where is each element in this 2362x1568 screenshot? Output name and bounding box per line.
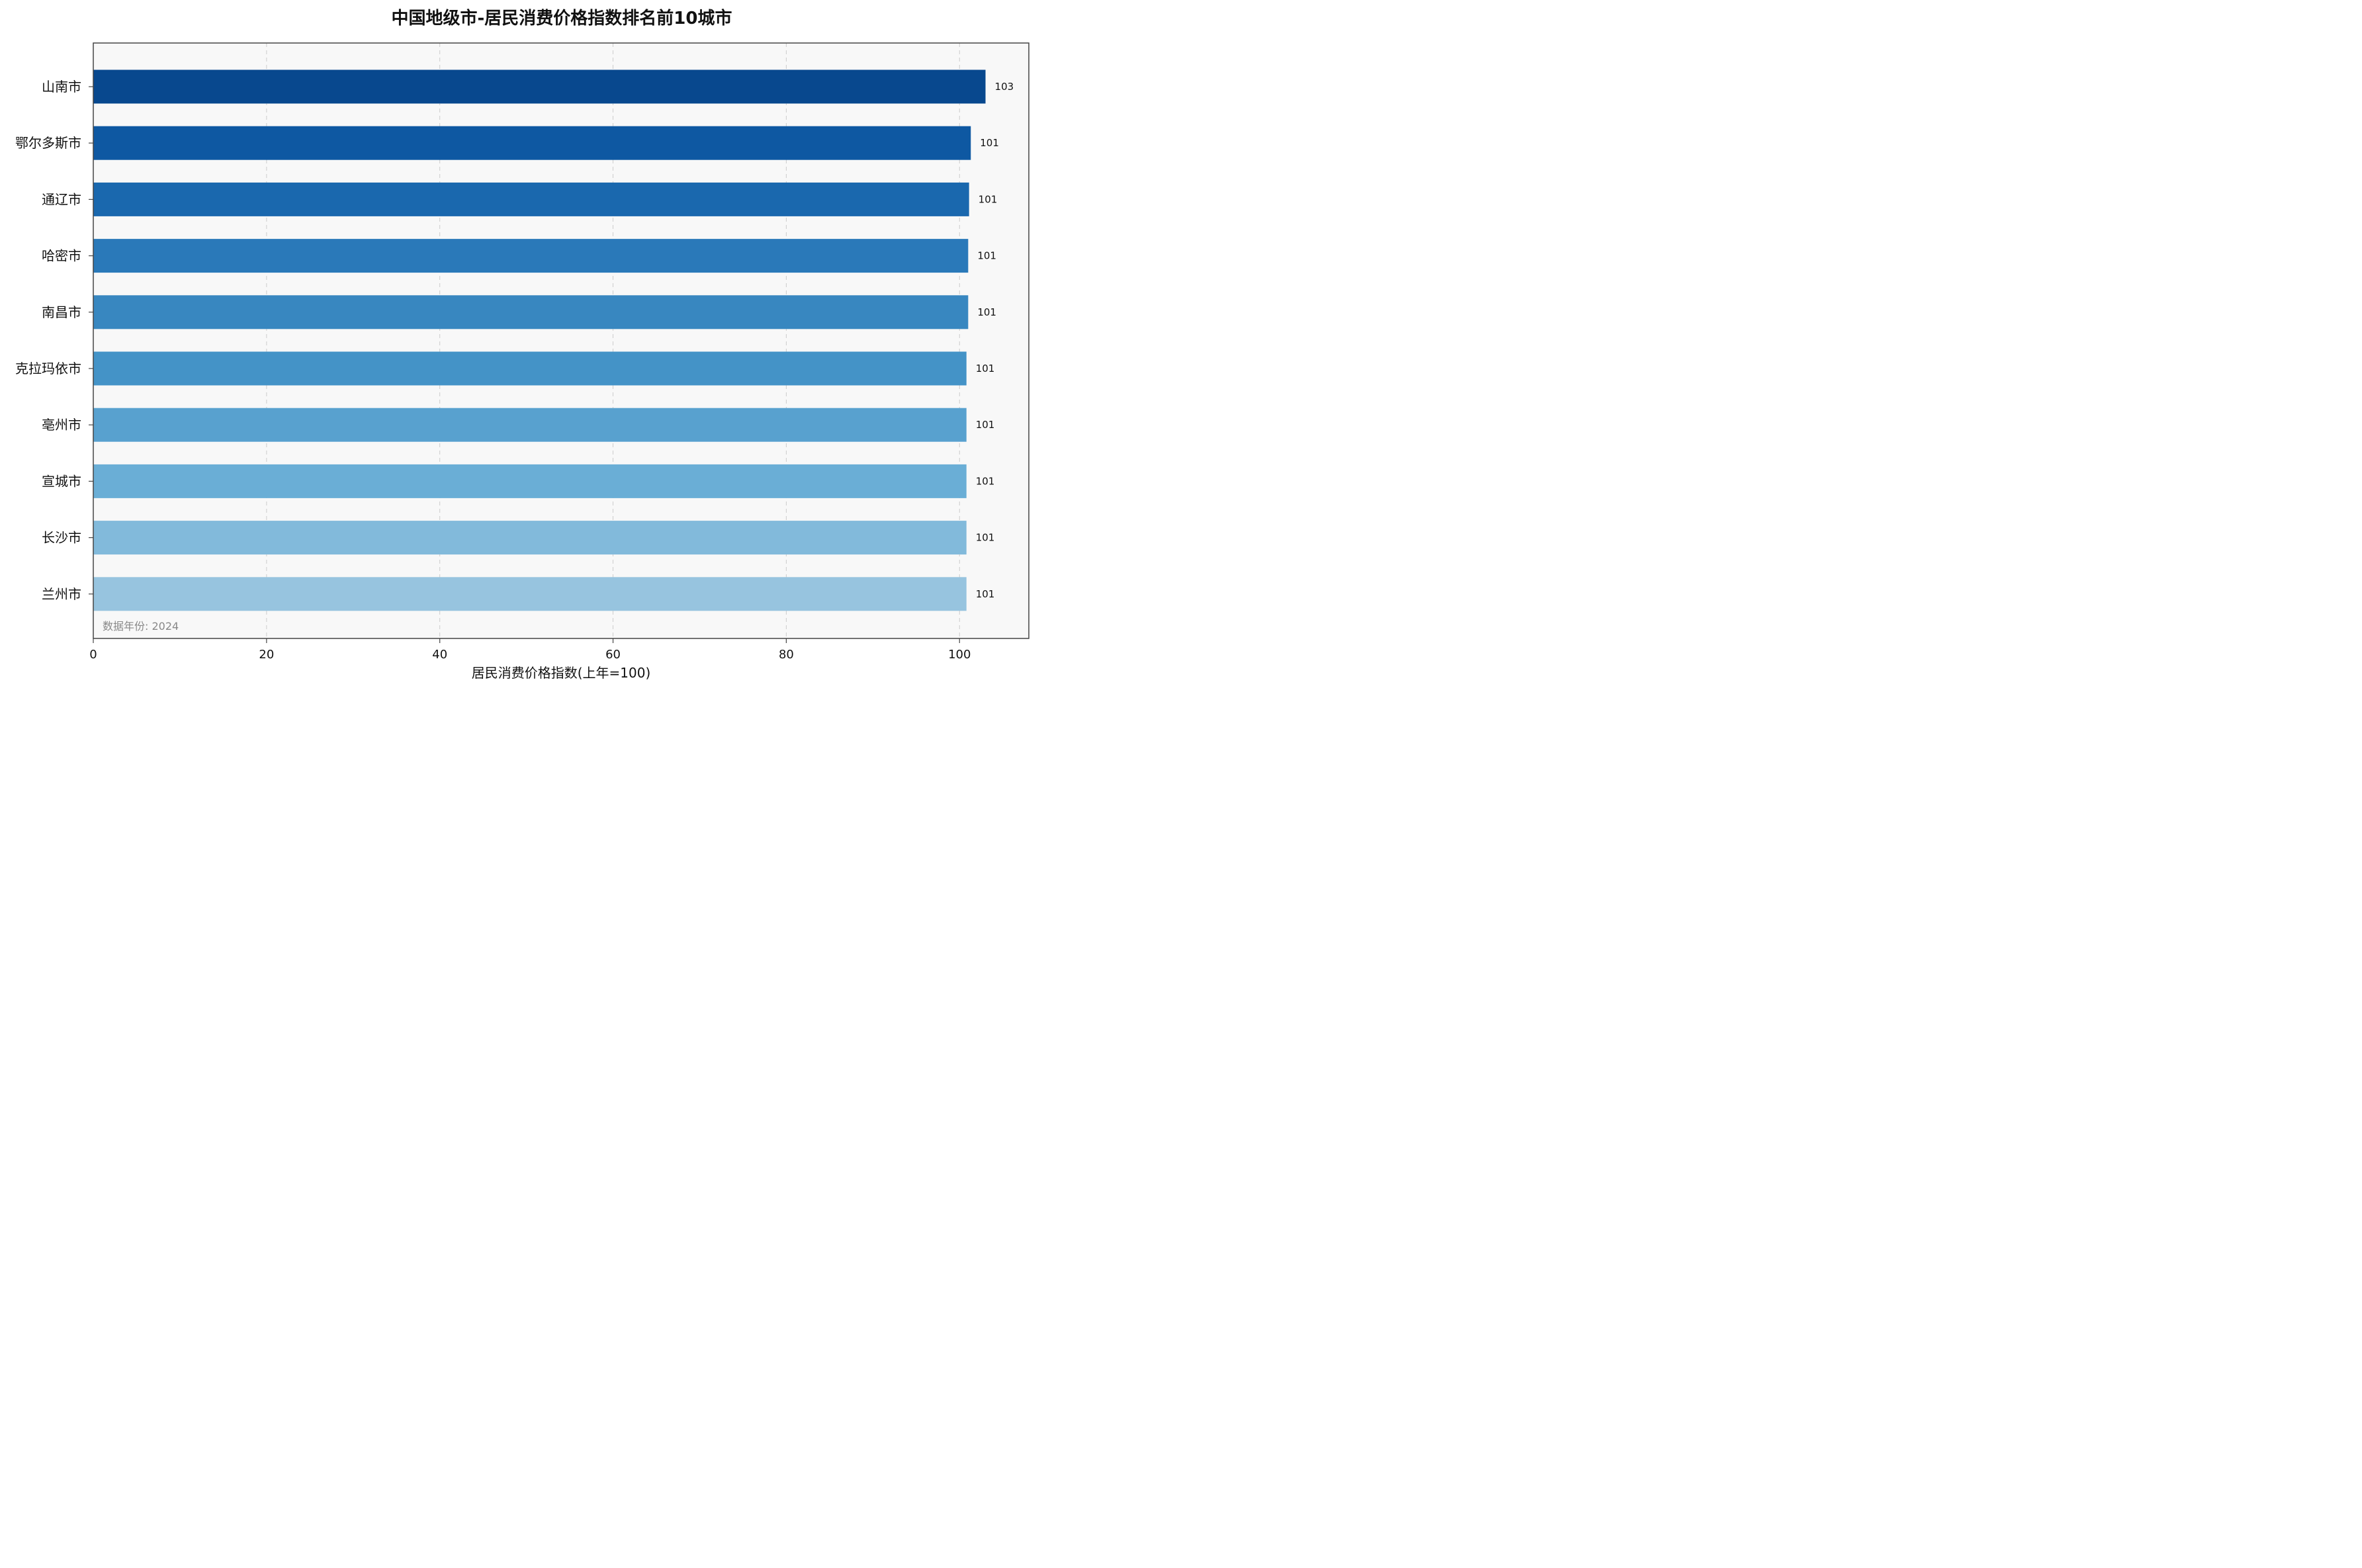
y-tick-label: 通辽市 <box>42 191 81 207</box>
bar <box>93 577 967 611</box>
bar-value-label: 101 <box>976 588 995 600</box>
bar-value-label: 101 <box>976 532 995 544</box>
bar <box>93 69 986 104</box>
bar-value-label: 101 <box>980 137 999 149</box>
y-tick-label: 南昌市 <box>42 304 81 320</box>
bar <box>93 182 969 216</box>
bar-chart: 中国地级市-居民消费价格指数排名前10城市 103 101 101 101 101 101… <box>15 8 1029 681</box>
bar-value-label: 101 <box>976 475 995 487</box>
x-tick-label: 20 <box>259 648 274 662</box>
y-tick-label: 哈密市 <box>42 248 81 264</box>
x-tick-label: 100 <box>948 648 971 662</box>
y-tick-label: 山南市 <box>42 79 81 95</box>
x-tick-label: 0 <box>89 648 97 662</box>
bar-value-label: 101 <box>977 250 996 262</box>
y-tick-label: 兰州市 <box>42 586 81 602</box>
plot-frame <box>93 42 1029 639</box>
y-tick-label: 宣城市 <box>42 473 81 489</box>
bar <box>93 351 967 386</box>
bar <box>93 295 969 329</box>
data-year-note: 数据年份: 2024 <box>103 620 179 632</box>
value-labels: 103 101 101 101 101 101 101 101 101 101 <box>976 81 1014 600</box>
chart-title: 中国地级市-居民消费价格指数排名前10城市 <box>392 8 732 28</box>
x-tick-labels: 0 20 40 60 80 100 <box>89 638 971 662</box>
bar <box>93 521 967 555</box>
bar <box>93 464 967 498</box>
x-tick-label: 80 <box>779 648 794 662</box>
bar-value-label: 101 <box>976 419 995 431</box>
y-tick-label: 亳州市 <box>42 417 81 433</box>
bar-value-label: 101 <box>976 363 995 374</box>
bar <box>93 239 969 273</box>
x-tick-label: 60 <box>605 648 621 662</box>
bar <box>93 408 967 442</box>
y-tick-label: 克拉玛依市 <box>15 361 81 376</box>
bars <box>93 69 986 611</box>
y-tick-label: 鄂尔多斯市 <box>15 135 81 151</box>
bar-value-label: 101 <box>979 193 998 205</box>
x-axis-label: 居民消费价格指数(上年=100) <box>472 665 651 681</box>
bar <box>93 126 971 160</box>
bar-value-label: 101 <box>977 306 996 318</box>
x-tick-label: 40 <box>432 648 447 662</box>
bar-value-label: 103 <box>995 81 1014 93</box>
y-tick-label: 长沙市 <box>42 530 81 546</box>
